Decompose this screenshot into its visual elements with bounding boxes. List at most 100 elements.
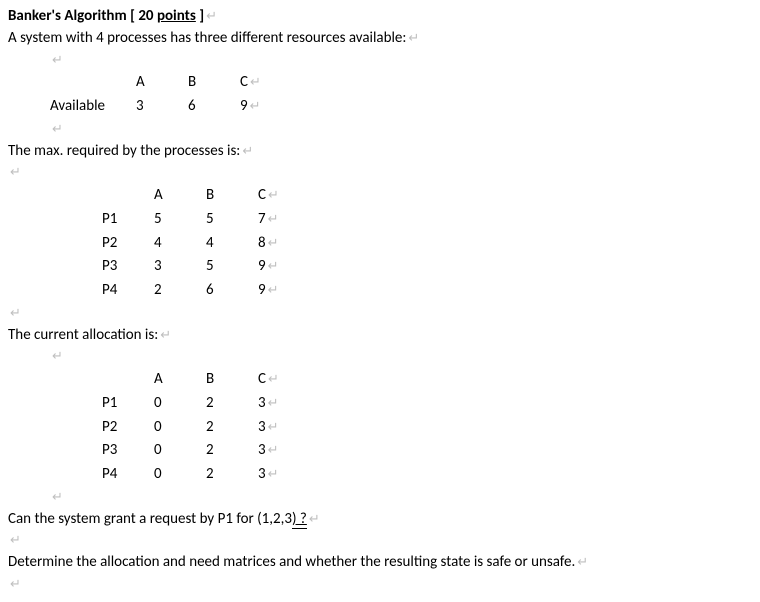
table-row: P2 0 2 3↵ bbox=[98, 416, 312, 440]
available-row: Available 3 6 9↵ bbox=[46, 95, 294, 119]
cell: 0 bbox=[150, 416, 202, 440]
blank-line: ↵ bbox=[8, 119, 752, 141]
max-table: A B C↵ P1 5 5 7↵ P2 4 4 8↵ P3 3 5 9↵ P4 … bbox=[98, 184, 312, 303]
cell: 3↵ bbox=[254, 416, 312, 440]
alloc-table: A B C↵ P1 0 2 3↵ P2 0 2 3↵ P3 0 2 3↵ P4 … bbox=[98, 368, 312, 487]
title-points: points bbox=[157, 7, 196, 25]
proc-label: P3 bbox=[98, 255, 150, 279]
blank-line: ↵ bbox=[8, 50, 752, 72]
blank-line: ↵ bbox=[8, 162, 752, 184]
cell: 5 bbox=[150, 208, 202, 232]
para-mark-icon: ↵ bbox=[250, 99, 261, 114]
proc-label: P4 bbox=[98, 463, 150, 487]
para-mark-icon: ↵ bbox=[268, 443, 279, 458]
para-mark-icon: ↵ bbox=[577, 555, 588, 570]
title-line: Banker's Algorithm [ 20 points ]↵ bbox=[8, 6, 752, 28]
table-row: P4 2 6 9↵ bbox=[98, 279, 312, 303]
table-header-row: A B C↵ bbox=[98, 184, 312, 208]
col-b: B bbox=[202, 368, 254, 392]
empty-cell bbox=[98, 368, 150, 392]
proc-label: P4 bbox=[98, 279, 150, 303]
blank-line: ↵ bbox=[8, 530, 752, 552]
cell: 5 bbox=[202, 255, 254, 279]
table-row: P4 0 2 3↵ bbox=[98, 463, 312, 487]
available-label: Available bbox=[46, 95, 132, 119]
cell: 2 bbox=[202, 439, 254, 463]
cell: 9↵ bbox=[254, 279, 312, 303]
alloc-text: The current allocation is: bbox=[8, 326, 158, 344]
cell: 2 bbox=[202, 416, 254, 440]
para-mark-icon: ↵ bbox=[52, 122, 63, 137]
proc-label: P1 bbox=[98, 208, 150, 232]
table-header-row: A B C↵ bbox=[98, 368, 312, 392]
cell: 2 bbox=[202, 463, 254, 487]
col-b: B bbox=[202, 184, 254, 208]
table-row: P1 0 2 3↵ bbox=[98, 392, 312, 416]
avail-c: 9↵ bbox=[236, 95, 294, 119]
blank-line: ↵ bbox=[8, 487, 752, 509]
cell: 7↵ bbox=[254, 208, 312, 232]
para-mark-icon: ↵ bbox=[52, 53, 63, 68]
para-mark-icon: ↵ bbox=[160, 328, 171, 343]
cell: 3 bbox=[150, 255, 202, 279]
cell: 3↵ bbox=[254, 392, 312, 416]
cell: 8↵ bbox=[254, 232, 312, 256]
title-suffix: ] bbox=[196, 7, 204, 25]
question-2: Determine the allocation and need matric… bbox=[8, 552, 752, 574]
cell: 0 bbox=[150, 439, 202, 463]
cell: 0 bbox=[150, 392, 202, 416]
intro-line: A system with 4 processes has three diff… bbox=[8, 28, 752, 50]
empty-cell bbox=[98, 184, 150, 208]
proc-label: P3 bbox=[98, 439, 150, 463]
cell: 2 bbox=[150, 279, 202, 303]
para-mark-icon: ↵ bbox=[268, 188, 279, 203]
max-text: The max. required by the processes is: bbox=[8, 142, 240, 160]
para-mark-icon: ↵ bbox=[10, 306, 21, 321]
para-mark-icon: ↵ bbox=[10, 165, 21, 180]
table-header-row: A B C↵ bbox=[46, 71, 294, 95]
para-mark-icon: ↵ bbox=[250, 75, 261, 90]
avail-a: 3 bbox=[132, 95, 184, 119]
para-mark-icon: ↵ bbox=[52, 490, 63, 505]
q2-text: Determine the allocation and need matric… bbox=[8, 553, 575, 571]
para-mark-icon: ↵ bbox=[268, 259, 279, 274]
cell: 2 bbox=[202, 392, 254, 416]
col-a: A bbox=[132, 71, 184, 95]
col-a: A bbox=[150, 184, 202, 208]
para-mark-icon: ↵ bbox=[242, 144, 253, 159]
cell: 6 bbox=[202, 279, 254, 303]
para-mark-icon: ↵ bbox=[206, 9, 217, 24]
para-mark-icon: ↵ bbox=[309, 512, 320, 527]
cell: 3↵ bbox=[254, 463, 312, 487]
empty-cell bbox=[46, 71, 132, 95]
col-c: C↵ bbox=[236, 71, 294, 95]
table-row: P3 3 5 9↵ bbox=[98, 255, 312, 279]
question-1: Can the system grant a request by P1 for… bbox=[8, 509, 752, 531]
para-mark-icon: ↵ bbox=[268, 283, 279, 298]
max-line: The max. required by the processes is:↵ bbox=[8, 141, 752, 163]
para-mark-icon: ↵ bbox=[268, 212, 279, 227]
q1-underlined: ) ? bbox=[292, 510, 307, 529]
cell: 4 bbox=[202, 232, 254, 256]
cell: 3↵ bbox=[254, 439, 312, 463]
cell: 0 bbox=[150, 463, 202, 487]
q1-prefix: Can the system grant a request by P1 for… bbox=[8, 510, 292, 528]
intro-text: A system with 4 processes has three diff… bbox=[8, 29, 406, 47]
avail-b: 6 bbox=[184, 95, 236, 119]
proc-label: P1 bbox=[98, 392, 150, 416]
title-prefix: Banker's Algorithm [ 20 bbox=[8, 7, 157, 25]
table-row: P2 4 4 8↵ bbox=[98, 232, 312, 256]
cell: 5 bbox=[202, 208, 254, 232]
cell: 4 bbox=[150, 232, 202, 256]
blank-line: ↵ bbox=[8, 303, 752, 325]
alloc-line: The current allocation is:↵ bbox=[8, 325, 752, 347]
para-mark-icon: ↵ bbox=[268, 396, 279, 411]
para-mark-icon: ↵ bbox=[268, 467, 279, 482]
blank-line: ↵ bbox=[8, 574, 752, 596]
para-mark-icon: ↵ bbox=[10, 533, 21, 548]
proc-label: P2 bbox=[98, 232, 150, 256]
table-row: P3 0 2 3↵ bbox=[98, 439, 312, 463]
cell: 9↵ bbox=[254, 255, 312, 279]
para-mark-icon: ↵ bbox=[268, 372, 279, 387]
col-c: C↵ bbox=[254, 368, 312, 392]
